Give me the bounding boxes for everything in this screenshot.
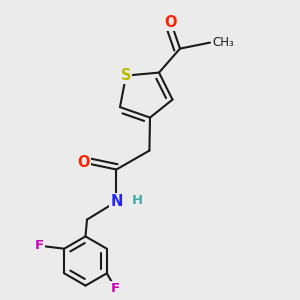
Text: O: O	[165, 15, 177, 30]
Text: CH₃: CH₃	[212, 36, 234, 49]
Text: N: N	[110, 194, 123, 209]
Text: F: F	[35, 239, 44, 252]
Text: H: H	[132, 194, 143, 207]
Text: S: S	[121, 68, 131, 83]
Text: O: O	[77, 155, 90, 170]
Text: F: F	[111, 282, 120, 296]
